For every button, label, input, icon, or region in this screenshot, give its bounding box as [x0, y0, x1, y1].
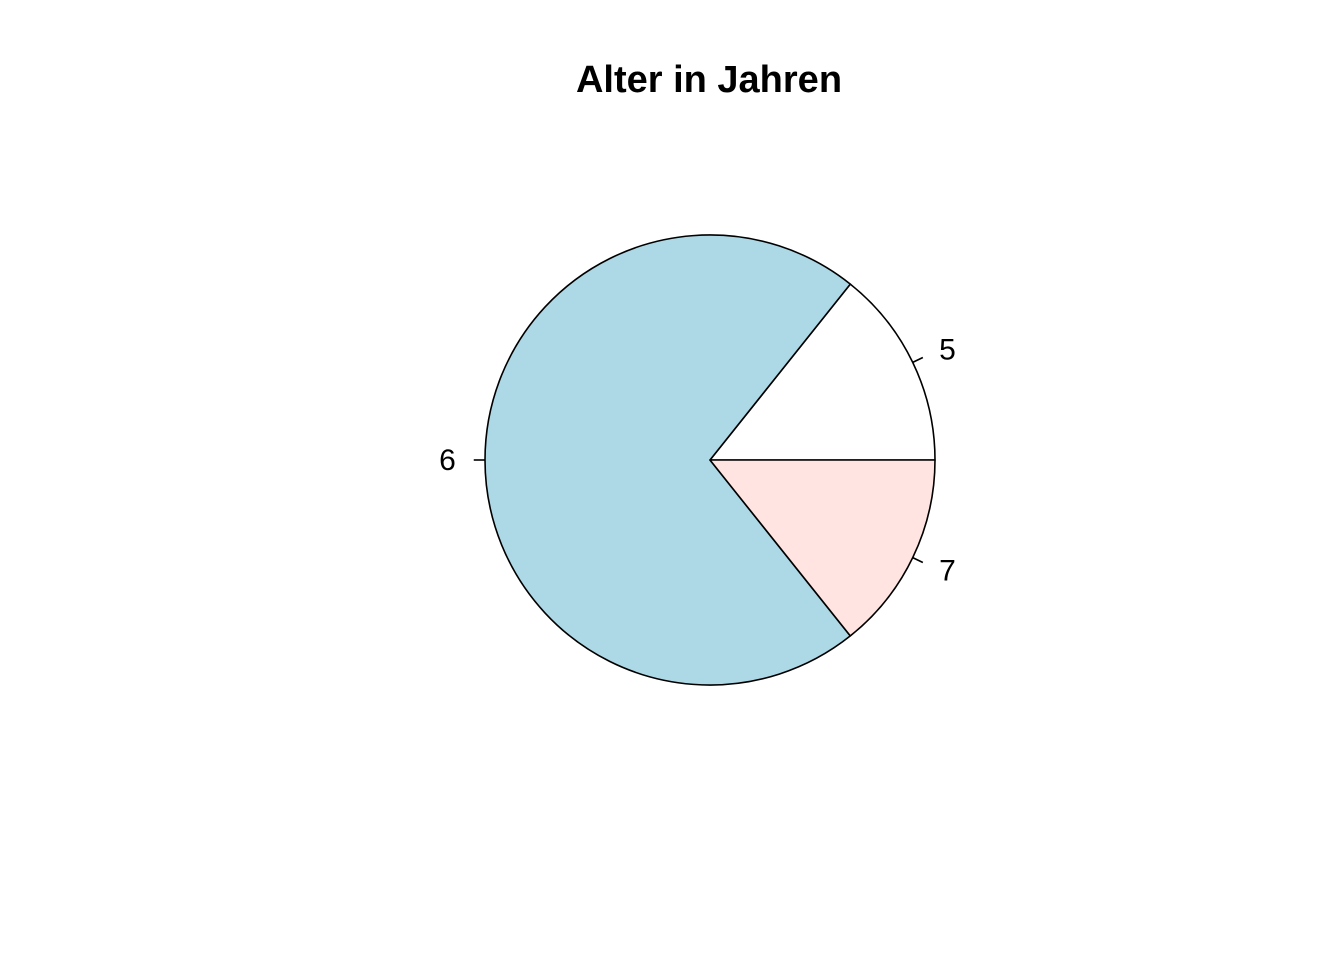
- pie-slice-7: [709, 459, 936, 637]
- pie-label-5: 5: [939, 334, 956, 367]
- pie-slice-5: [709, 283, 936, 461]
- pie-label-6: 6: [439, 444, 456, 477]
- chart-title: Alter in Jahren: [576, 59, 842, 101]
- pie-label-7: 7: [939, 554, 956, 587]
- pie-labels: 5 6 7: [439, 334, 956, 588]
- pie-label-tick-5: [912, 356, 924, 364]
- pie-slice-6: [484, 234, 852, 686]
- pie-slices: [484, 234, 936, 686]
- pie-label-tick-7: [912, 556, 924, 564]
